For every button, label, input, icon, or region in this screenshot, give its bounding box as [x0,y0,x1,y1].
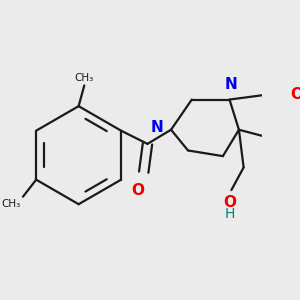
Text: O: O [223,195,236,210]
Text: N: N [225,77,238,92]
Text: O: O [132,184,145,199]
Text: O: O [290,87,300,102]
Text: CH₃: CH₃ [75,73,94,82]
Text: CH₃: CH₃ [2,200,21,209]
Text: H: H [224,207,235,221]
Text: N: N [151,120,164,135]
